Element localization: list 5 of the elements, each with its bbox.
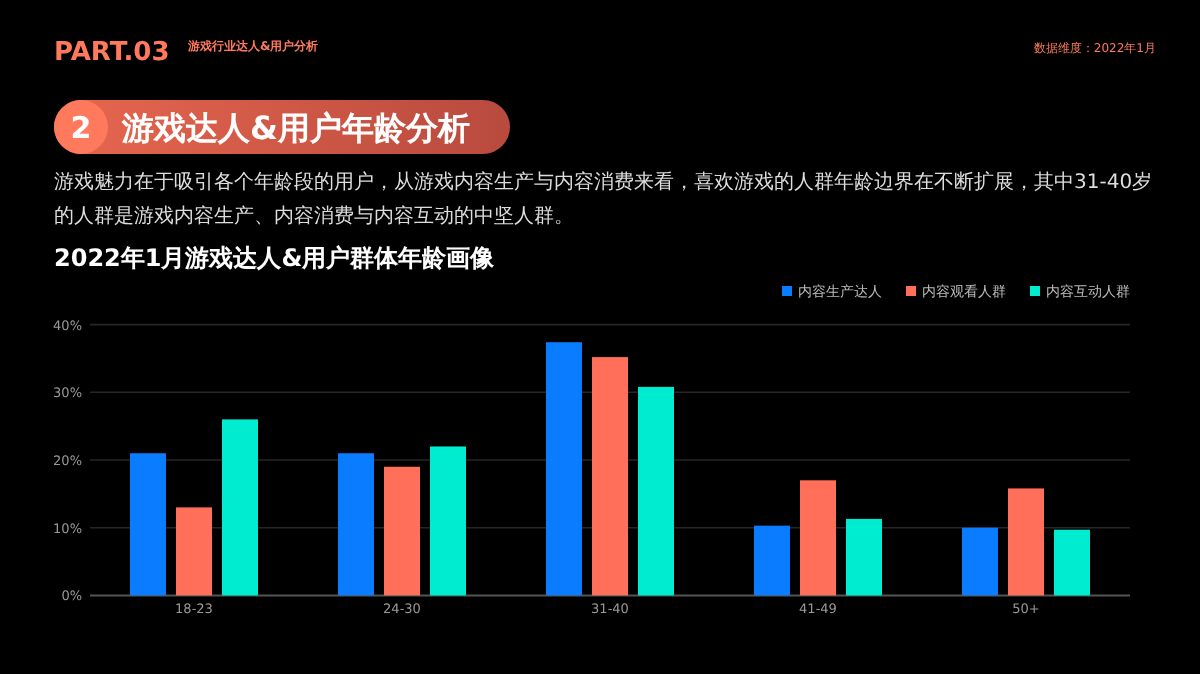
text: 2 [70,110,92,146]
text: 游戏魅力在于吸引各个年龄段的用户，从游戏内容生产与内容消费来看，喜欢游戏的人群年龄边界在不断扩展，其中31-40岁的人群是游戏内容生产、内容消费与内容互动的中坚人群。 [54,169,1155,232]
text: PART.03 [54,38,170,68]
text: 游戏达人&用户年龄分析 [120,109,470,147]
chart-title: 2022年1月游戏达人&用户群体年龄画像 [54,244,497,272]
